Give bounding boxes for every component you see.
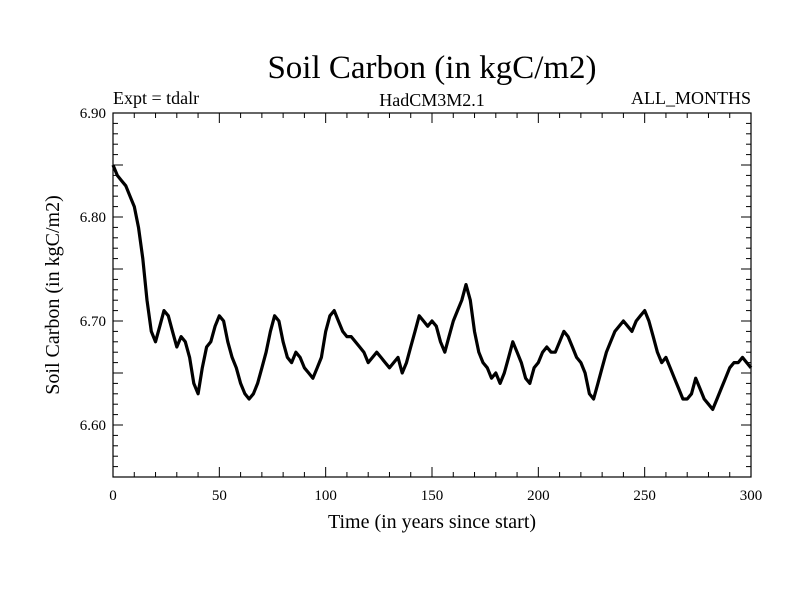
x-tick-label: 100 — [314, 488, 337, 504]
y-tick-label: 6.60 — [80, 418, 106, 434]
x-tick-label: 50 — [212, 488, 227, 504]
series-line-soil-carbon — [111, 164, 753, 411]
chart-subtitle-center: HadCM3M2.1 — [379, 90, 485, 110]
axis-tick-labels: 0 50 100 150 200 250 300 6.60 6.70 6.80 6.90 — [80, 106, 763, 504]
x-tick-label: 200 — [527, 488, 550, 504]
chart-title: Soil Carbon (in kgC/m2) — [267, 50, 596, 86]
chart-subtitle-left: Expt = tdalr — [113, 88, 199, 108]
y-tick-label: 6.80 — [80, 210, 106, 226]
y-tick-label: 6.90 — [80, 106, 106, 122]
chart-subtitle-right: ALL_MONTHS — [631, 88, 751, 108]
x-tick-label: 150 — [421, 488, 444, 504]
x-axis-label: Time (in years since start) — [328, 511, 536, 533]
axis-ticks — [112, 112, 752, 478]
y-tick-label: 6.70 — [80, 314, 106, 330]
x-tick-label: 250 — [633, 488, 656, 504]
x-tick-label: 0 — [109, 488, 117, 504]
x-tick-label: 300 — [740, 488, 763, 504]
plot-frame — [112, 112, 752, 478]
y-axis-label: Soil Carbon (in kgC/m2) — [42, 195, 64, 394]
